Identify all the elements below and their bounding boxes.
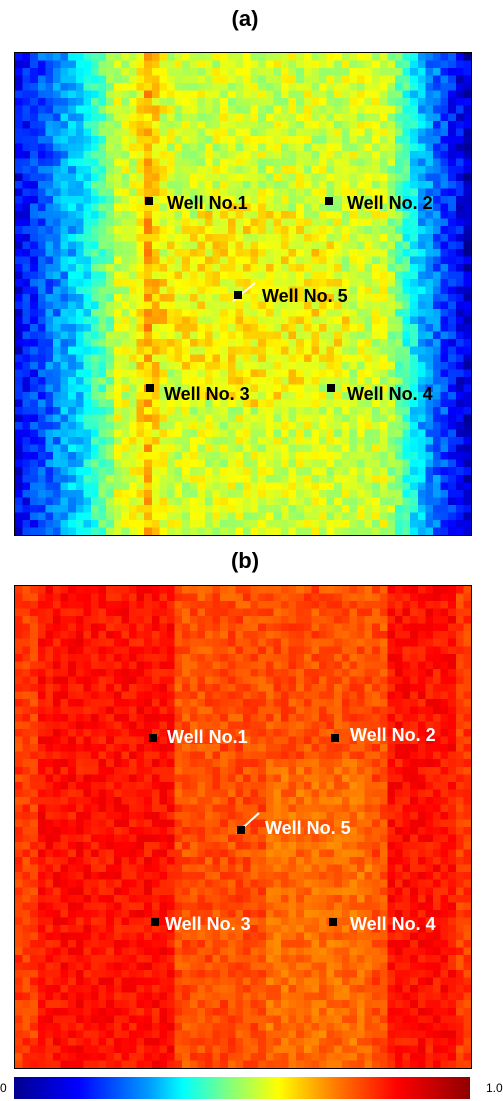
well-4-marker xyxy=(327,384,335,392)
well-3-label: Well No. 3 xyxy=(164,384,250,404)
panel-a-label: (a) xyxy=(231,6,259,31)
well-4-marker xyxy=(329,918,337,926)
panel-a-map: Well No.1 Well No. 2 Well No. 5 Well No.… xyxy=(14,52,472,536)
well-2-label: Well No. 2 xyxy=(347,193,433,213)
panel-b-map: Well No.1 Well No. 2 Well No. 5 Well No.… xyxy=(14,585,472,1069)
well-2-marker xyxy=(325,197,333,205)
well-4-label: Well No. 4 xyxy=(347,384,433,404)
well-3-marker xyxy=(151,918,159,926)
panel-b-label: (b) xyxy=(230,548,260,573)
colorbar-max-label: 1.0 xyxy=(486,1081,503,1095)
well-2-label: Well No. 2 xyxy=(350,725,436,745)
well-1-label: Well No.1 xyxy=(167,193,248,213)
colorbar-min-label: 0 xyxy=(0,1081,7,1095)
well-1-marker xyxy=(149,734,157,742)
well-3-label: Well No. 3 xyxy=(165,914,251,934)
well-5-label: Well No. 5 xyxy=(265,818,351,838)
well-5-marker xyxy=(234,291,242,299)
well-1-label: Well No.1 xyxy=(167,727,248,747)
well-5-marker xyxy=(237,826,245,834)
well-4-label: Well No. 4 xyxy=(350,914,436,934)
colorbar xyxy=(14,1077,470,1099)
well-1-marker xyxy=(145,197,153,205)
well-2-marker xyxy=(331,734,339,742)
well-5-label: Well No. 5 xyxy=(262,286,348,306)
well-3-marker xyxy=(146,384,154,392)
